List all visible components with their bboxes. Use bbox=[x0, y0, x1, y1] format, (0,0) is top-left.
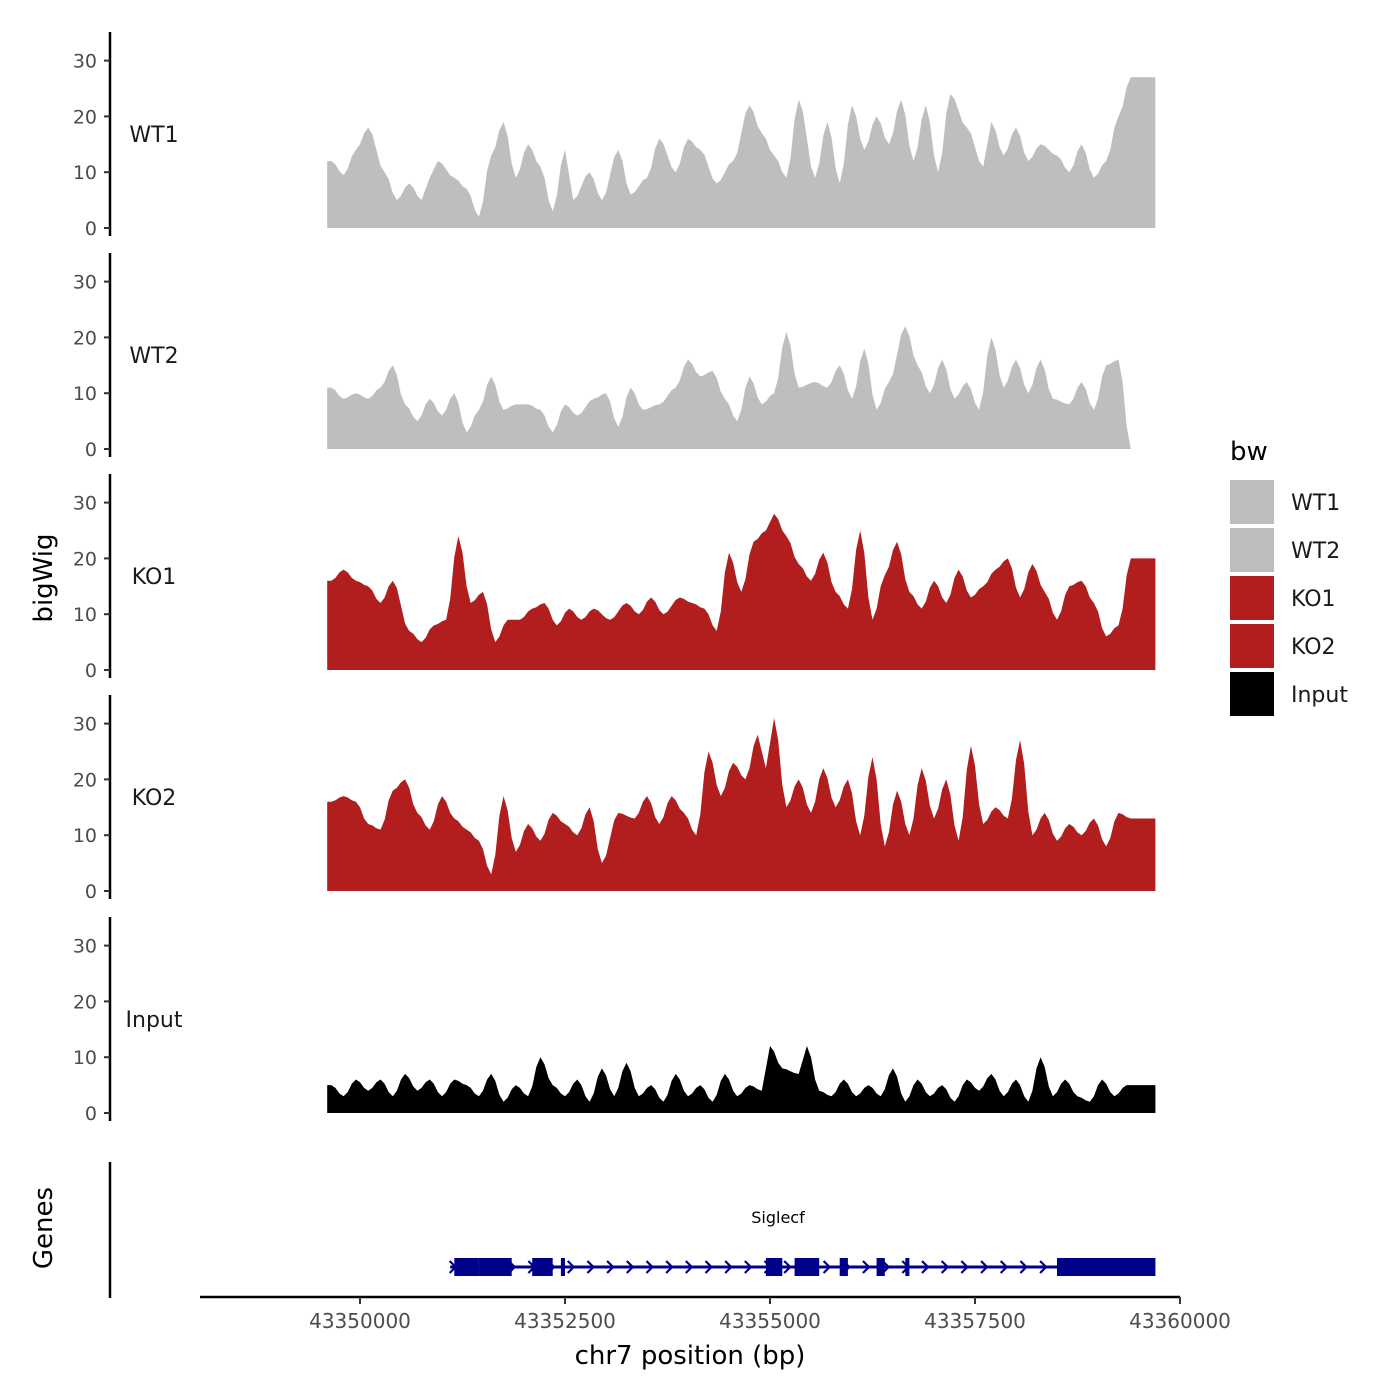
track-wt2: 0 10 20 30 WT2 bbox=[73, 253, 1156, 461]
y-tick-label-input-30: 30 bbox=[73, 936, 97, 958]
strand-arrow-26 bbox=[960, 1260, 969, 1274]
legend-label-ko2: KO2 bbox=[1291, 635, 1336, 660]
track-ko2: 0 10 20 30 KO2 bbox=[73, 695, 1156, 903]
y-tick-label-wt2-10: 10 bbox=[73, 383, 97, 405]
y-tick-label-ko2-30: 30 bbox=[73, 714, 97, 736]
gene-exon-4 bbox=[765, 1258, 783, 1276]
strand-arrow-7 bbox=[586, 1260, 595, 1274]
area-wt1 bbox=[327, 77, 1156, 228]
track-ko1: 0 10 20 30 KO1 bbox=[73, 474, 1156, 682]
y-tick-label-ko1-0: 0 bbox=[85, 660, 97, 682]
track-label-ko1: KO1 bbox=[132, 565, 177, 590]
gene-exon-6 bbox=[839, 1258, 848, 1276]
strand-arrow-13 bbox=[704, 1260, 714, 1274]
area-wt2 bbox=[327, 326, 1156, 449]
strand-arrow-8 bbox=[606, 1260, 615, 1274]
legend-label-ko1: KO1 bbox=[1291, 587, 1336, 612]
strand-arrow-12 bbox=[685, 1260, 694, 1274]
x-axis: 43350000 43352500 43355000 43357500 43360000 bbox=[200, 1295, 1231, 1333]
y-tick-label-input-20: 20 bbox=[73, 991, 97, 1013]
strand-arrow-6 bbox=[566, 1260, 576, 1274]
y-tick-label-wt1-0: 0 bbox=[85, 218, 97, 240]
strand-arrow-27 bbox=[980, 1260, 989, 1274]
track-wt1: 0 10 20 30 WT1 bbox=[73, 32, 1156, 240]
gene-exon-1 bbox=[478, 1258, 512, 1276]
x-tick-label-43360000: 43360000 bbox=[1129, 1309, 1231, 1333]
strand-arrow-14 bbox=[724, 1260, 733, 1274]
legend-key-ko2 bbox=[1230, 624, 1274, 668]
y-tick-label-wt2-30: 30 bbox=[73, 272, 97, 294]
legend-key-ko1 bbox=[1230, 576, 1274, 620]
track-label-wt1: WT1 bbox=[129, 123, 178, 148]
strand-arrow-10 bbox=[645, 1260, 655, 1274]
strand-arrow-28 bbox=[999, 1260, 1009, 1274]
legend-key-wt1 bbox=[1230, 480, 1274, 524]
x-tick-label-43352500: 43352500 bbox=[514, 1309, 616, 1333]
area-ko1 bbox=[327, 513, 1156, 670]
y-tick-label-input-10: 10 bbox=[73, 1047, 97, 1069]
strand-arrow-15 bbox=[744, 1260, 753, 1274]
legend-key-wt2 bbox=[1230, 528, 1274, 572]
strand-arrow-17 bbox=[783, 1260, 792, 1274]
x-tick-label-43350000: 43350000 bbox=[309, 1309, 411, 1333]
legend-label-wt2: WT2 bbox=[1291, 539, 1340, 564]
legend-label-wt1: WT1 bbox=[1291, 491, 1340, 516]
strand-arrow-25 bbox=[940, 1260, 950, 1274]
x-axis-title: chr7 position (bp) bbox=[575, 1341, 806, 1371]
legend-key-input bbox=[1230, 672, 1274, 716]
y-axis-title: bigWig bbox=[29, 533, 59, 622]
strand-arrow-11 bbox=[665, 1260, 674, 1274]
y-tick-label-ko2-20: 20 bbox=[73, 769, 97, 791]
y-tick-label-ko1-30: 30 bbox=[73, 493, 97, 515]
track-label-wt2: WT2 bbox=[129, 344, 178, 369]
strand-arrow-21 bbox=[862, 1260, 871, 1274]
strand-arrow-19 bbox=[822, 1260, 832, 1274]
y-tick-label-wt1-30: 30 bbox=[73, 51, 97, 73]
genes-track bbox=[108, 1162, 1156, 1298]
y-tick-label-ko2-0: 0 bbox=[85, 881, 97, 903]
legend-label-input: Input bbox=[1291, 683, 1348, 708]
legend: WT1 WT2 KO1 KO2 Input bbox=[1230, 480, 1348, 716]
track-label-ko2: KO2 bbox=[132, 786, 177, 811]
gene-label: Siglecf bbox=[751, 1208, 805, 1227]
y-tick-label-wt1-20: 20 bbox=[73, 106, 97, 128]
area-ko2 bbox=[327, 718, 1156, 891]
gene-exon-8 bbox=[905, 1258, 910, 1276]
area-input bbox=[327, 1046, 1156, 1113]
y-tick-label-input-0: 0 bbox=[85, 1103, 97, 1125]
gene-exon-0 bbox=[454, 1258, 479, 1276]
gene-exon-7 bbox=[876, 1258, 885, 1276]
genes-axis-title: Genes bbox=[29, 1187, 59, 1269]
y-tick-label-wt2-0: 0 bbox=[85, 439, 97, 461]
strand-arrow-30 bbox=[1039, 1260, 1048, 1274]
strand-arrow-24 bbox=[921, 1260, 930, 1274]
y-tick-label-wt1-10: 10 bbox=[73, 162, 97, 184]
track-label-input: Input bbox=[126, 1008, 183, 1033]
y-tick-label-wt2-20: 20 bbox=[73, 327, 97, 349]
gene-exon-3 bbox=[560, 1258, 565, 1276]
gene-exon-2 bbox=[532, 1258, 553, 1276]
y-tick-label-ko2-10: 10 bbox=[73, 825, 97, 847]
x-tick-label-43355000: 43355000 bbox=[719, 1309, 821, 1333]
gene-exon-5 bbox=[794, 1258, 820, 1276]
strand-arrow-9 bbox=[626, 1260, 635, 1274]
track-input: 0 10 20 30 Input bbox=[73, 917, 1156, 1125]
y-tick-label-ko1-10: 10 bbox=[73, 604, 97, 626]
y-tick-label-ko1-20: 20 bbox=[73, 548, 97, 570]
strand-arrow-29 bbox=[1019, 1260, 1028, 1274]
gene-exon-9 bbox=[1057, 1258, 1156, 1276]
tracks-area: 0 10 20 30 WT1 0 10 20 30 WT2 0 10 20 30 KO1 0 10 20 30 KO2… bbox=[73, 32, 1156, 1125]
legend-title: bw bbox=[1230, 437, 1268, 467]
x-tick-label-43357500: 43357500 bbox=[924, 1309, 1026, 1333]
